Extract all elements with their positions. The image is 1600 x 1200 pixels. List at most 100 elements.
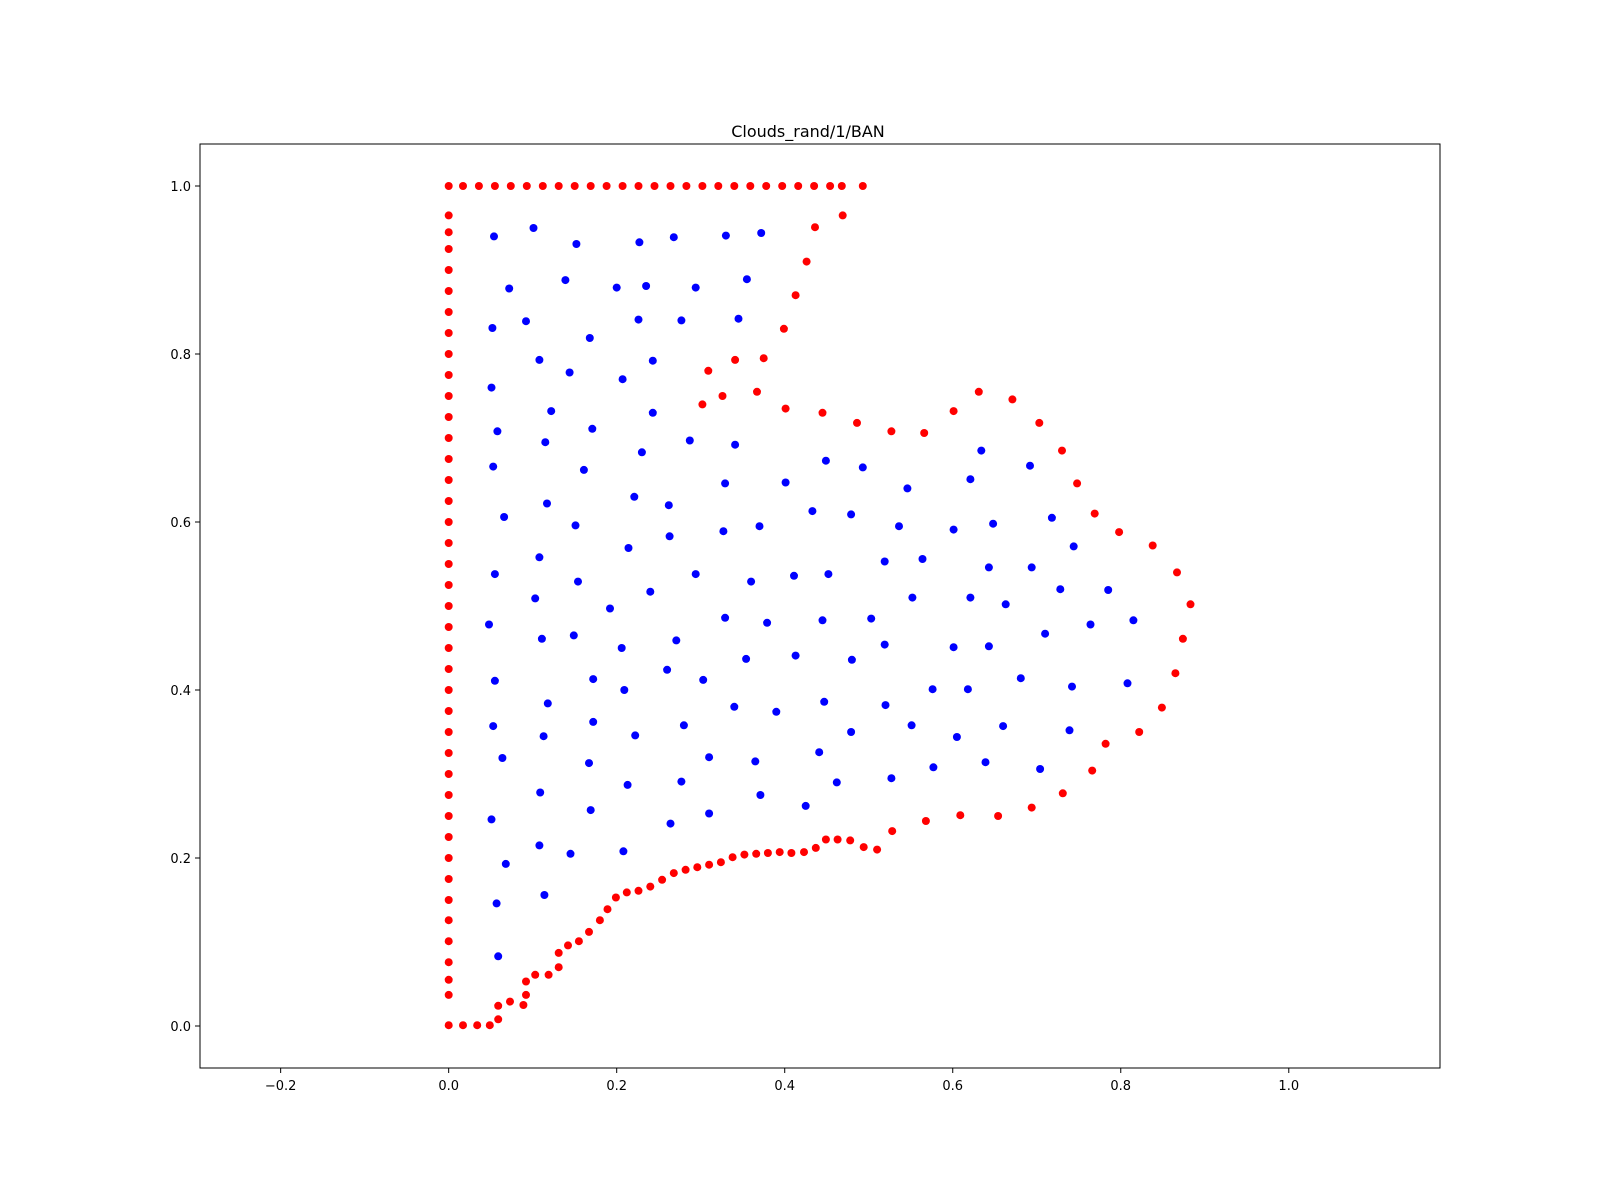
data-point: [634, 315, 643, 324]
data-point: [880, 640, 889, 649]
data-point: [731, 440, 740, 449]
data-point: [928, 685, 937, 694]
data-point: [753, 387, 761, 396]
data-point: [569, 631, 578, 640]
data-point: [698, 400, 707, 409]
data-point: [444, 413, 453, 421]
data-point: [623, 780, 632, 789]
data-point: [1026, 461, 1034, 470]
data-point: [444, 990, 453, 999]
data-point: [444, 182, 453, 190]
data-point: [691, 570, 700, 579]
data-point: [920, 429, 929, 437]
data-point: [579, 465, 588, 474]
data-point: [606, 604, 614, 613]
data-point: [677, 777, 686, 786]
data-point: [1008, 395, 1017, 404]
data-point: [635, 238, 644, 247]
data-point: [974, 387, 983, 396]
data-point: [617, 644, 626, 652]
data-point: [664, 501, 673, 510]
data-point: [1035, 418, 1044, 427]
data-point: [747, 577, 756, 586]
data-point: [1047, 513, 1056, 522]
data-point: [612, 283, 621, 292]
data-point: [444, 644, 453, 652]
data-point: [589, 717, 598, 726]
data-point: [999, 722, 1008, 731]
data-point: [682, 182, 691, 190]
x-tick-label: −0.2: [265, 1079, 297, 1094]
data-point: [494, 1001, 503, 1010]
data-point: [485, 1021, 494, 1030]
data-point: [540, 891, 549, 899]
data-point: [677, 316, 686, 325]
data-point: [487, 815, 496, 824]
data-point: [730, 702, 739, 711]
data-point: [570, 182, 579, 190]
data-point: [494, 1015, 503, 1024]
data-point: [791, 651, 800, 660]
data-point: [444, 476, 453, 484]
data-point: [444, 937, 453, 946]
data-point: [589, 675, 598, 684]
data-point: [585, 334, 594, 342]
data-point: [762, 182, 771, 190]
data-point: [918, 555, 927, 563]
data-point: [949, 643, 958, 652]
data-point: [1129, 616, 1138, 625]
data-point: [887, 427, 896, 436]
data-point: [500, 513, 509, 521]
data-point: [778, 182, 787, 190]
plot-frame: [199, 143, 1441, 1069]
data-point: [734, 314, 743, 323]
data-point: [444, 896, 453, 904]
data-point: [444, 749, 453, 757]
y-tick-label: 0.8: [170, 348, 191, 363]
data-point: [539, 732, 548, 741]
data-point: [473, 1021, 482, 1030]
data-point: [1173, 568, 1181, 577]
data-point: [501, 859, 510, 868]
data-point: [755, 522, 764, 531]
data-point: [846, 836, 855, 845]
data-point: [490, 570, 499, 579]
data-point: [966, 593, 975, 602]
data-point: [1115, 528, 1124, 537]
data-point: [808, 507, 817, 516]
data-point: [444, 581, 453, 589]
data-point: [981, 758, 990, 767]
data-point: [1178, 634, 1187, 643]
data-point: [790, 571, 798, 580]
data-point: [881, 701, 890, 710]
data-point: [630, 492, 639, 501]
data-point: [1086, 620, 1095, 629]
data-point: [543, 499, 551, 508]
data-point: [650, 182, 659, 190]
data-point: [488, 324, 497, 332]
data-point: [444, 371, 453, 379]
data-point: [444, 228, 453, 237]
data-point: [554, 182, 563, 190]
data-point: [663, 665, 672, 674]
data-point: [742, 654, 751, 663]
y-tick-label: 0.2: [170, 852, 191, 867]
data-point: [1058, 789, 1067, 798]
data-point: [603, 905, 612, 914]
data-point: [903, 484, 912, 493]
data-point: [781, 478, 790, 487]
data-point: [618, 182, 627, 190]
data-point: [1027, 563, 1036, 572]
data-point: [984, 642, 993, 651]
data-point: [537, 634, 546, 643]
data-point: [838, 211, 847, 220]
data-point: [714, 182, 723, 190]
data-point: [1157, 703, 1166, 712]
data-point: [1068, 682, 1076, 691]
data-point: [444, 686, 453, 694]
data-point: [595, 916, 604, 925]
data-point: [444, 392, 453, 400]
x-tick-label: 0.6: [942, 1079, 963, 1094]
